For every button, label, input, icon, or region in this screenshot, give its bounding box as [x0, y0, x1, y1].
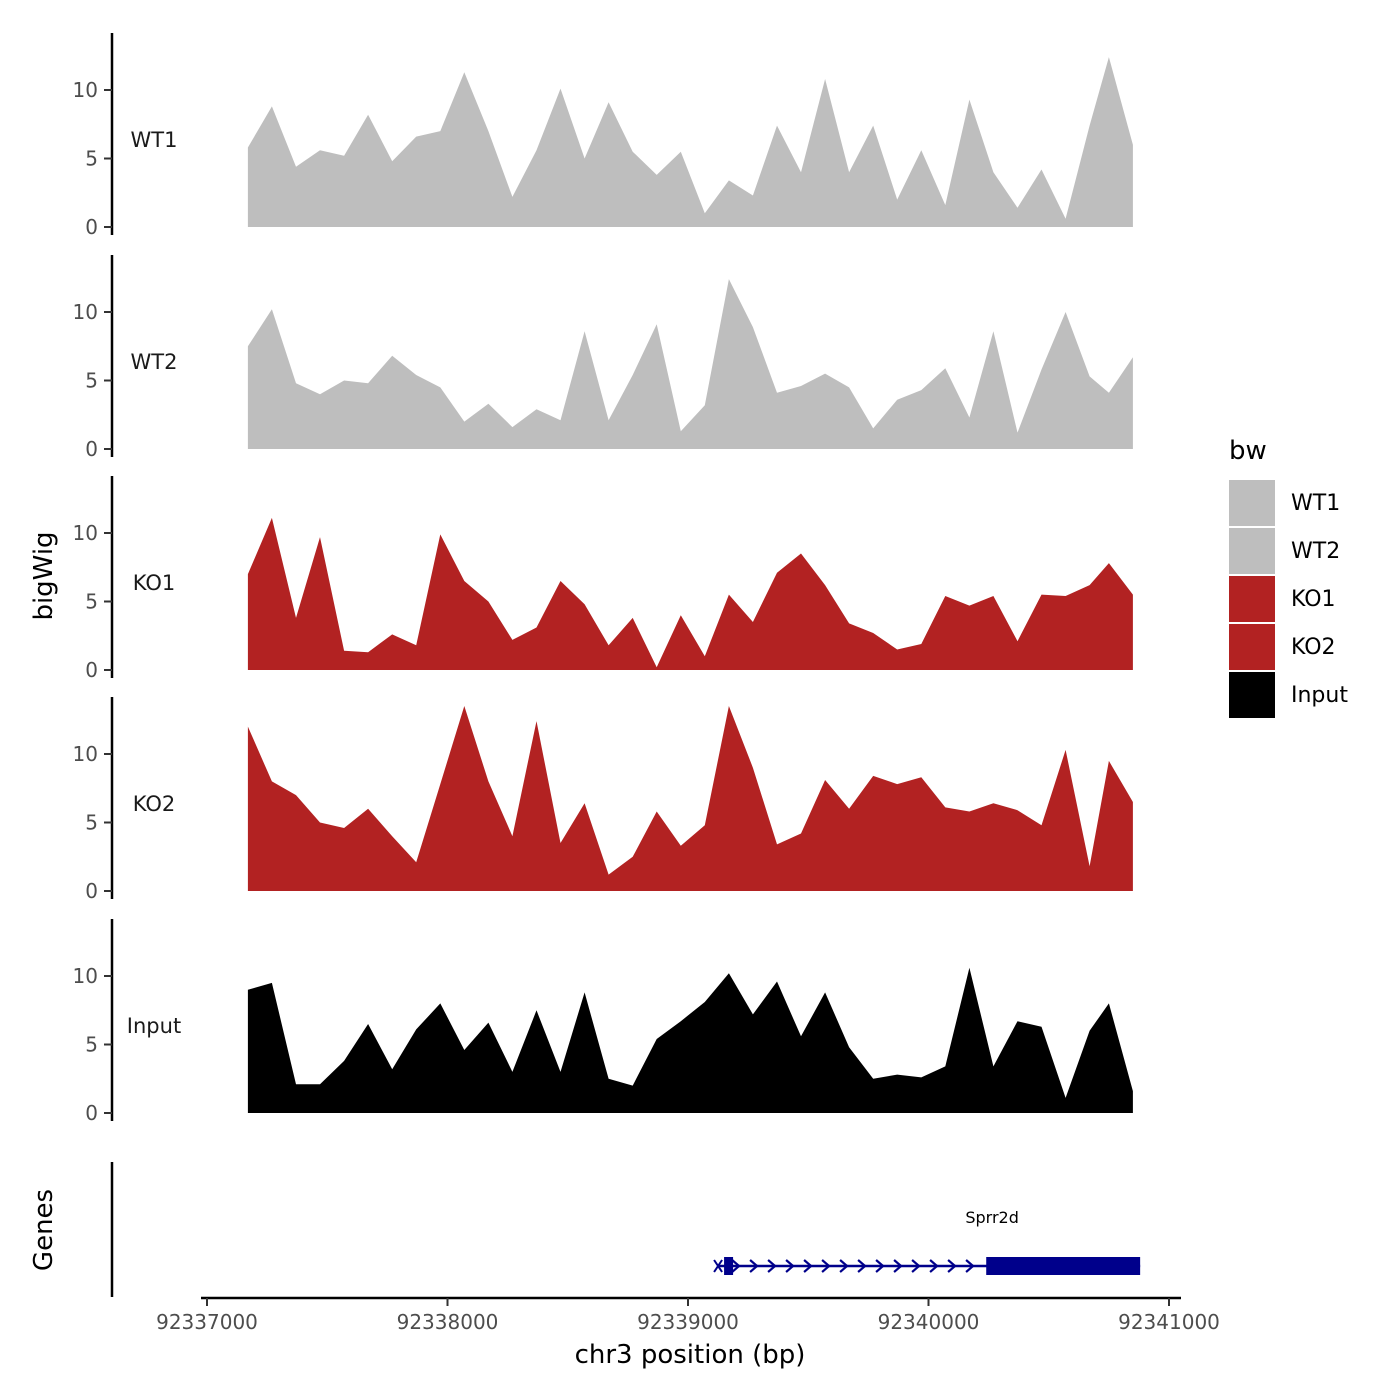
strand-arrow	[857, 1259, 867, 1273]
legend-swatch-wt1	[1229, 480, 1275, 526]
legend-swatch-wt2	[1229, 528, 1275, 574]
panel-ko2: 0 5 10 KO2	[73, 697, 1133, 903]
strand-arrow	[839, 1259, 849, 1273]
x-tick-label: 92341000	[1118, 1310, 1220, 1334]
strand-arrow	[965, 1259, 975, 1273]
x-tick-label: 92337000	[156, 1310, 258, 1334]
panel-label: WT2	[131, 350, 178, 374]
gene-exon	[986, 1257, 1141, 1275]
legend: bw WT1 WT2 KO1 KO2 Input	[1229, 436, 1348, 718]
x-tick-label: 92338000	[397, 1310, 499, 1334]
x-tick-label: 92339000	[637, 1310, 739, 1334]
legend-label: WT1	[1291, 491, 1340, 516]
legend-swatch-ko1	[1229, 576, 1275, 622]
gene-exon	[724, 1257, 734, 1275]
panel-label: KO2	[133, 792, 176, 816]
panel-wt1: 0 5 10 WT1	[73, 33, 1133, 239]
y-tick-label: 0	[85, 879, 98, 903]
strand-arrow	[785, 1259, 795, 1273]
legend-swatch-ko2	[1229, 624, 1275, 670]
coverage-area-input	[247, 967, 1133, 1113]
y-tick-label: 0	[85, 658, 98, 682]
strand-arrow	[731, 1259, 741, 1273]
y-tick-label: 10	[73, 742, 98, 766]
legend-swatch-input	[1229, 672, 1275, 718]
genes-axis-title: Genes	[29, 1189, 59, 1271]
panel-label: WT1	[131, 128, 178, 152]
panel-ko1: 0 5 10 KO1	[73, 476, 1133, 682]
x-axis-title: chr3 position (bp)	[575, 1340, 806, 1370]
y-tick-label: 10	[73, 78, 98, 102]
y-tick-label: 0	[85, 437, 98, 461]
y-tick-label: 0	[85, 1101, 98, 1125]
y-tick-label: 10	[73, 521, 98, 545]
strand-arrow	[947, 1259, 957, 1273]
legend-label: KO1	[1291, 587, 1336, 612]
strand-arrow	[875, 1259, 885, 1273]
x-tick-label: 92340000	[878, 1310, 980, 1334]
legend-label: KO2	[1291, 635, 1336, 660]
legend-label: Input	[1291, 683, 1348, 708]
y-tick-label: 5	[85, 811, 98, 835]
y-tick-label: 10	[73, 964, 98, 988]
strand-arrow	[803, 1259, 813, 1273]
x-axis: 92337000 92338000 92339000 92340000 92341000	[156, 1296, 1220, 1334]
panel-wt2: 0 5 10 WT2	[73, 255, 1133, 461]
strand-arrow	[893, 1259, 903, 1273]
strand-arrow	[821, 1259, 831, 1273]
coverage-panels: 0 5 10 WT1 0 5 10 WT2 0 5 10 KO1 0 5 10 KO2 0 5 10 Input	[73, 33, 1133, 1125]
legend-title: bw	[1229, 436, 1267, 466]
strand-arrow	[713, 1259, 723, 1273]
y-tick-label: 10	[73, 300, 98, 324]
y-tick-label: 0	[85, 215, 98, 239]
strand-arrow	[749, 1259, 759, 1273]
coverage-area-wt2	[247, 279, 1133, 449]
y-axis-title: bigWig	[29, 531, 59, 620]
y-tick-label: 5	[85, 590, 98, 614]
panel-input: 0 5 10 Input	[73, 919, 1133, 1125]
panel-label: Input	[127, 1014, 181, 1038]
y-tick-label: 5	[85, 369, 98, 393]
panel-label: KO1	[133, 571, 176, 595]
strand-arrow	[767, 1259, 777, 1273]
strand-arrow	[929, 1259, 939, 1273]
coverage-area-ko1	[247, 517, 1133, 670]
y-tick-label: 5	[85, 1033, 98, 1057]
legend-label: WT2	[1291, 539, 1340, 564]
y-tick-label: 5	[85, 147, 98, 171]
coverage-area-ko2	[247, 706, 1133, 891]
gene-track-panel: Sprr2d	[110, 1162, 1141, 1297]
gene-name-label: Sprr2d	[965, 1208, 1019, 1227]
strand-arrow	[911, 1259, 921, 1273]
coverage-area-wt1	[247, 57, 1133, 227]
